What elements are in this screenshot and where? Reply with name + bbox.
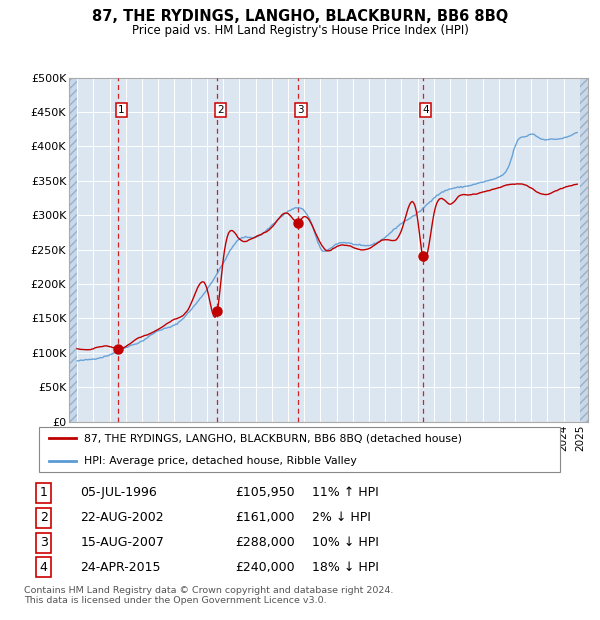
Text: Price paid vs. HM Land Registry's House Price Index (HPI): Price paid vs. HM Land Registry's House … xyxy=(131,24,469,37)
Text: 11% ↑ HPI: 11% ↑ HPI xyxy=(311,487,379,499)
Text: HPI: Average price, detached house, Ribble Valley: HPI: Average price, detached house, Ribb… xyxy=(83,456,356,466)
Text: Contains HM Land Registry data © Crown copyright and database right 2024.
This d: Contains HM Land Registry data © Crown c… xyxy=(24,586,394,605)
Text: 10% ↓ HPI: 10% ↓ HPI xyxy=(311,536,379,549)
Text: 18% ↓ HPI: 18% ↓ HPI xyxy=(311,561,379,574)
Text: 3: 3 xyxy=(298,105,304,115)
Text: 87, THE RYDINGS, LANGHO, BLACKBURN, BB6 8BQ (detached house): 87, THE RYDINGS, LANGHO, BLACKBURN, BB6 … xyxy=(83,433,461,443)
Text: 22-AUG-2002: 22-AUG-2002 xyxy=(80,512,164,524)
Text: 05-JUL-1996: 05-JUL-1996 xyxy=(80,487,157,499)
Bar xyxy=(580,78,588,422)
Text: 15-AUG-2007: 15-AUG-2007 xyxy=(80,536,164,549)
Text: 87, THE RYDINGS, LANGHO, BLACKBURN, BB6 8BQ: 87, THE RYDINGS, LANGHO, BLACKBURN, BB6 … xyxy=(92,9,508,24)
Text: 2: 2 xyxy=(40,512,47,524)
Text: £240,000: £240,000 xyxy=(235,561,295,574)
Text: 4: 4 xyxy=(422,105,429,115)
Text: 2% ↓ HPI: 2% ↓ HPI xyxy=(311,512,371,524)
Text: 3: 3 xyxy=(40,536,47,549)
Bar xyxy=(69,78,77,422)
Text: £105,950: £105,950 xyxy=(235,487,295,499)
Text: 4: 4 xyxy=(40,561,47,574)
Text: £161,000: £161,000 xyxy=(235,512,295,524)
Text: 2: 2 xyxy=(217,105,223,115)
Text: 1: 1 xyxy=(40,487,47,499)
Text: 24-APR-2015: 24-APR-2015 xyxy=(80,561,161,574)
Text: 1: 1 xyxy=(118,105,125,115)
Text: £288,000: £288,000 xyxy=(235,536,295,549)
FancyBboxPatch shape xyxy=(38,427,560,472)
